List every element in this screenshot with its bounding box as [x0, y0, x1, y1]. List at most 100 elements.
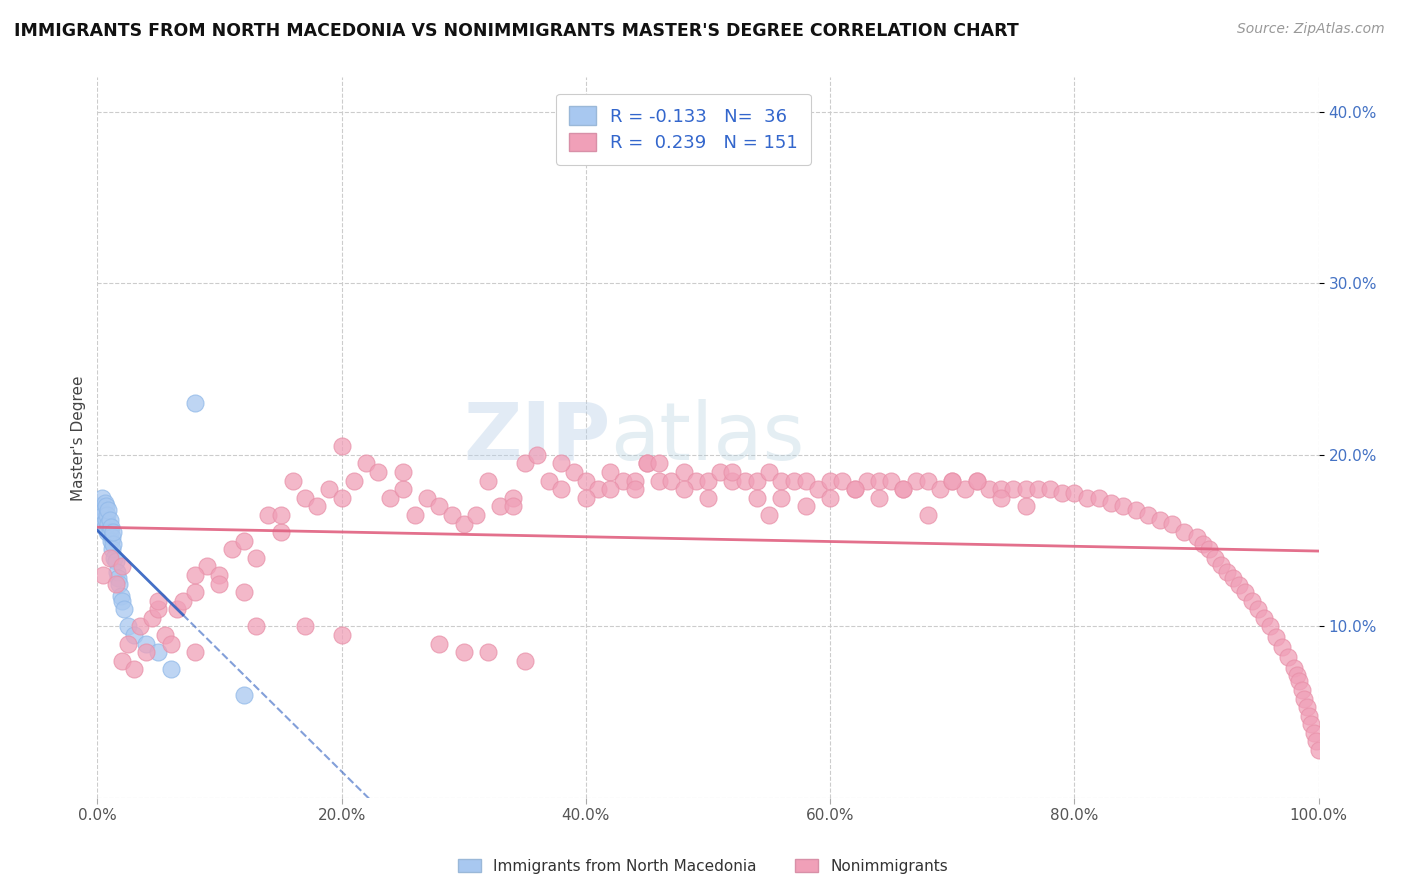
Point: [111, 593, 134, 607]
Point: [105, 565, 128, 579]
Point: [93, 508, 115, 522]
Point: [550, 457, 572, 471]
Point: [623, 474, 645, 488]
Point: [1136, 508, 1159, 522]
Point: [1298, 708, 1320, 723]
Point: [770, 491, 793, 505]
Point: [148, 645, 170, 659]
Point: [98, 513, 121, 527]
Point: [917, 474, 939, 488]
Point: [104, 554, 127, 568]
Point: [477, 645, 499, 659]
Point: [294, 491, 316, 505]
Point: [96, 525, 118, 540]
Point: [1271, 640, 1294, 654]
Point: [232, 688, 254, 702]
Point: [107, 571, 129, 585]
Point: [153, 628, 176, 642]
Point: [1308, 743, 1330, 757]
Point: [1246, 602, 1268, 616]
Point: [636, 457, 658, 471]
Point: [844, 482, 866, 496]
Point: [367, 465, 389, 479]
Point: [893, 482, 915, 496]
Point: [318, 482, 340, 496]
Point: [166, 602, 188, 616]
Point: [1014, 500, 1036, 514]
Point: [941, 474, 963, 488]
Point: [1301, 717, 1323, 731]
Point: [89, 500, 111, 514]
Point: [270, 525, 292, 540]
Point: [101, 530, 124, 544]
Point: [966, 474, 988, 488]
Point: [1277, 650, 1299, 665]
Point: [94, 513, 117, 527]
Point: [794, 474, 817, 488]
Point: [831, 474, 853, 488]
Point: [1204, 550, 1226, 565]
Point: [232, 533, 254, 548]
Point: [1050, 485, 1073, 500]
Point: [94, 500, 117, 514]
Point: [184, 585, 207, 599]
Point: [685, 474, 707, 488]
Point: [453, 645, 475, 659]
Point: [1253, 611, 1275, 625]
Point: [1302, 726, 1324, 740]
Point: [1288, 674, 1310, 689]
Point: [1291, 683, 1313, 698]
Point: [745, 491, 768, 505]
Point: [135, 645, 157, 659]
Point: [1209, 558, 1232, 572]
Point: [893, 482, 915, 496]
Point: [550, 482, 572, 496]
Point: [1285, 667, 1308, 681]
Point: [1234, 585, 1257, 599]
Point: [440, 508, 463, 522]
Point: [953, 482, 976, 496]
Point: [97, 503, 120, 517]
Point: [575, 491, 598, 505]
Point: [941, 474, 963, 488]
Legend: Immigrants from North Macedonia, Nonimmigrants: Immigrants from North Macedonia, Nonimmi…: [451, 853, 955, 880]
Point: [782, 474, 804, 488]
Point: [1076, 491, 1098, 505]
Point: [129, 619, 152, 633]
Point: [697, 491, 720, 505]
Point: [917, 508, 939, 522]
Point: [1125, 503, 1147, 517]
Point: [416, 491, 439, 505]
Point: [90, 503, 112, 517]
Point: [112, 602, 135, 616]
Point: [648, 457, 671, 471]
Point: [709, 465, 731, 479]
Point: [1161, 516, 1184, 531]
Point: [929, 482, 952, 496]
Point: [343, 474, 366, 488]
Point: [697, 474, 720, 488]
Text: IMMIGRANTS FROM NORTH MACEDONIA VS NONIMMIGRANTS MASTER'S DEGREE CORRELATION CHA: IMMIGRANTS FROM NORTH MACEDONIA VS NONIM…: [14, 22, 1019, 40]
Point: [93, 496, 115, 510]
Point: [117, 637, 139, 651]
Point: [758, 465, 780, 479]
Point: [427, 637, 450, 651]
Point: [502, 491, 524, 505]
Point: [100, 533, 122, 548]
Point: [1284, 661, 1306, 675]
Point: [1265, 630, 1288, 644]
Point: [404, 508, 426, 522]
Point: [794, 500, 817, 514]
Point: [1198, 542, 1220, 557]
Point: [1149, 513, 1171, 527]
Point: [93, 516, 115, 531]
Point: [1222, 571, 1244, 585]
Point: [110, 589, 132, 603]
Point: [513, 457, 536, 471]
Point: [636, 457, 658, 471]
Point: [1039, 482, 1062, 496]
Point: [990, 491, 1012, 505]
Point: [391, 482, 413, 496]
Point: [98, 525, 121, 540]
Point: [868, 491, 890, 505]
